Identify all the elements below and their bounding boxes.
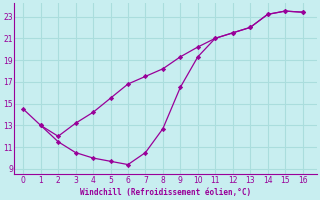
X-axis label: Windchill (Refroidissement éolien,°C): Windchill (Refroidissement éolien,°C) xyxy=(80,188,251,197)
